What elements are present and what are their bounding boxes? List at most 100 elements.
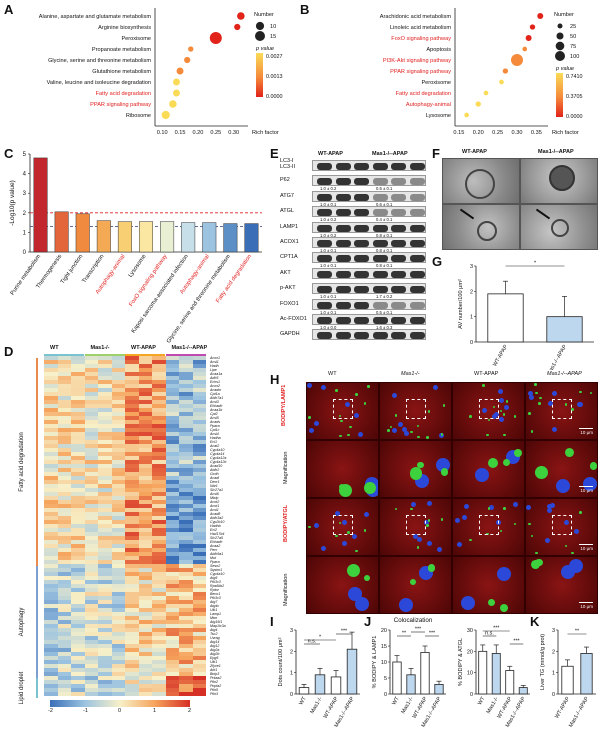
heatmap-cell: [44, 608, 58, 613]
heatmap-cell: [179, 644, 193, 649]
blot-strip: [312, 206, 426, 218]
blot-band: [317, 178, 332, 186]
category-label: PPAR signaling pathway: [390, 69, 451, 75]
heatmap-cell: [192, 544, 207, 549]
heatmap-cell: [57, 400, 72, 405]
heatmap-cell: [192, 472, 207, 477]
heatmap-cell: [165, 532, 180, 537]
blot-band: [372, 317, 388, 324]
y-tick-label: 0: [384, 692, 387, 698]
heatmap-color-legend: [50, 700, 190, 707]
bubble-point: [529, 24, 536, 30]
heatmap-cell: [125, 512, 139, 517]
heatmap-cell: [98, 536, 112, 541]
heatmap-cell: [57, 684, 72, 689]
bubble-point: [475, 101, 481, 107]
heatmap-cell: [152, 416, 166, 421]
heatmap-cell: [57, 660, 72, 665]
heatmap-cell: [192, 564, 207, 569]
heatmap-cell: [44, 492, 58, 497]
bubble-point: [237, 12, 245, 20]
heatmap-cell: [98, 492, 112, 497]
heatmap-cell: [179, 472, 193, 477]
heatmap-cell: [138, 516, 153, 521]
blot-quant-mas1: 0.5 ± 0.1: [376, 186, 393, 192]
heatmap-cell: [111, 660, 126, 665]
heatmap-cell: [57, 524, 72, 529]
heatmap-cell: [125, 420, 139, 425]
size-legend-label: 50: [570, 34, 576, 40]
heatmap-cell: [165, 556, 180, 561]
heatmap-cell: [125, 532, 139, 537]
significance-label: n.s.: [308, 639, 317, 645]
heatmap-cell: [84, 648, 99, 653]
bar: [406, 674, 416, 695]
heatmap-cell: [44, 424, 58, 429]
category-label: Mas1-/-: [309, 696, 323, 715]
heatmap-cell: [192, 604, 207, 609]
heatmap-gene-label: Aldh7a1: [210, 396, 224, 400]
heatmap-cell: [152, 428, 166, 433]
heatmap-cell: [84, 608, 99, 613]
heatmap-cell: [125, 432, 139, 437]
heatmap-cell: [152, 476, 166, 481]
heatmap-gene-label: Acsl5: [210, 416, 219, 420]
color-legend-label: 0.0027: [266, 54, 283, 60]
heatmap-cell: [192, 512, 207, 517]
heatmap-cell: [71, 536, 85, 541]
heatmap-cell: [57, 472, 72, 477]
heatmap-cell: [125, 648, 139, 653]
blot-band: [335, 255, 351, 263]
heatmap-cell: [44, 676, 58, 681]
heatmap-cell: [179, 572, 193, 577]
heatmap-cell: [165, 456, 180, 461]
heatmap-cell: [165, 424, 180, 429]
heatmap-column-bar: [84, 354, 125, 356]
heatmap-cell: [84, 624, 99, 629]
fluorescence-image: [452, 382, 525, 440]
heatmap-cell: [138, 440, 153, 445]
heatmap-cell: [84, 688, 99, 693]
heatmap-cell: [98, 452, 112, 457]
heatmap-cell: [165, 432, 180, 437]
heatmap-cell: [98, 384, 112, 389]
heatmap-cell: [44, 360, 58, 365]
heatmap-cell: [179, 560, 193, 565]
heatmap-cell: [152, 652, 166, 657]
heatmap-group-label: Autophagy: [19, 607, 25, 637]
heatmap-cell: [165, 528, 180, 533]
heatmap-cell: [98, 632, 112, 637]
blot-band: [409, 193, 425, 201]
heatmap-cell: [98, 516, 112, 521]
heatmap-group-bar: [36, 566, 38, 678]
heatmap-cell: [152, 648, 166, 653]
heatmap-cell: [125, 504, 139, 509]
heatmap-cell: [179, 580, 193, 585]
heatmap-cell: [98, 408, 112, 413]
heatmap-cell: [57, 364, 72, 369]
heatmap-cell: [152, 480, 166, 485]
heatmap-cell: [111, 524, 126, 529]
blot-protein-label: ATG7: [280, 192, 294, 199]
significance-label: ***: [415, 627, 422, 633]
heatmap-column-label: WT: [50, 345, 59, 351]
heatmap-cell: [152, 424, 166, 429]
heatmap-column-bar: [125, 354, 165, 356]
heatmap-cell: [152, 596, 166, 601]
heatmap-cell: [98, 652, 112, 657]
blot-row: ATGL 1.0 ± 0.2 0.4 ± 0.1: [280, 206, 430, 222]
em-image-wt-high: [442, 204, 520, 250]
heatmap-cell: [111, 588, 126, 593]
heatmap-gene-label: Epg5: [210, 656, 219, 660]
heatmap-cell: [152, 620, 166, 625]
heatmap-cell: [152, 544, 166, 549]
blot-band: [391, 163, 406, 170]
heatmap-cell: [138, 620, 153, 625]
heatmap-cell: [165, 632, 180, 637]
heatmap-cell: [84, 404, 99, 409]
heatmap-cell: [84, 432, 99, 437]
blot-band: [372, 240, 388, 247]
heatmap-cell: [71, 440, 85, 445]
heatmap-cell: [125, 400, 139, 405]
category-label: WT-APAP: [492, 344, 509, 368]
